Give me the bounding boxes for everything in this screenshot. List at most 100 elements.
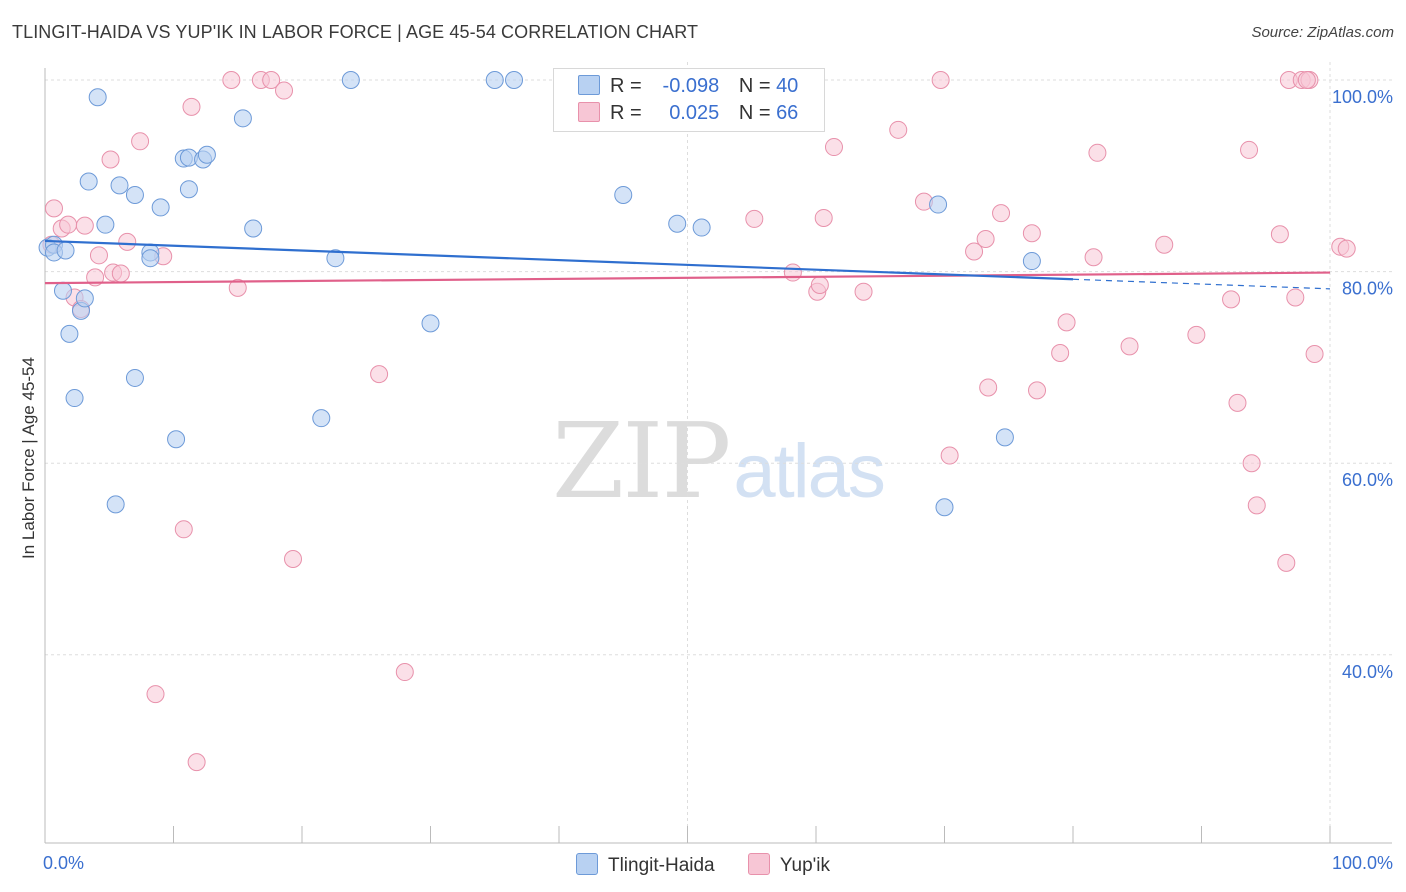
yupik-point (940, 446, 959, 465)
tlingit-haida-trend-extension (1072, 278, 1331, 290)
legend-n-value: 66 (776, 102, 799, 124)
yupik-point (814, 208, 833, 227)
yupik-point (284, 550, 303, 568)
yupik-point (1222, 290, 1241, 309)
legend-n-label: N = (738, 75, 771, 97)
yupik-point (44, 199, 63, 218)
yupik-point (1240, 140, 1259, 159)
tlingit-haida-point (60, 324, 79, 343)
tlingit-haida-point (233, 109, 252, 128)
legend-row-tlingit-haida: R = -0.098 N = 40 (578, 75, 798, 98)
tlingit-haida-point (505, 71, 524, 89)
x-tick-label: 100.0% (1332, 853, 1393, 873)
source-label: Source: ZipAtlas.com (1251, 24, 1394, 41)
tlingit-haida-point (79, 172, 98, 191)
series-legend-label: Tlingit-Haida (607, 855, 715, 876)
tlingit-haida-point (692, 218, 711, 237)
legend-swatch-blue (578, 75, 600, 95)
tlingit-haida-point (1022, 252, 1041, 271)
legend-n-value: 40 (776, 75, 799, 97)
tlingit-haida-point (110, 176, 129, 195)
yupik-point (146, 685, 165, 704)
tlingit-haida-point (421, 314, 440, 333)
tlingit-haida-point (125, 185, 144, 204)
yupik-point (745, 209, 764, 228)
tlingit-haida-point (179, 180, 198, 199)
yupik-point (965, 242, 984, 261)
yupik-point (89, 246, 108, 265)
tlingit-haida-point (106, 495, 125, 514)
yupik-point (1155, 235, 1174, 254)
yupik-point (101, 150, 120, 169)
yupik-point (1305, 344, 1324, 363)
yupik-point (395, 663, 414, 682)
legend-r-value: -0.098 (662, 75, 720, 97)
yupik-point (783, 263, 802, 282)
yupik-point (931, 71, 950, 89)
tlingit-haida-point (151, 198, 170, 217)
legend-r-label: R = (610, 102, 642, 124)
tlingit-haida-point (326, 249, 345, 268)
legend-swatch-pink (578, 102, 600, 122)
series-swatch-blue (575, 853, 598, 875)
yupik-point (1228, 393, 1247, 412)
tlingit-haida-point (312, 409, 331, 428)
series-legend-yupik[interactable]: Yup'ik (747, 853, 831, 877)
yupik-point (1120, 337, 1139, 356)
yupik-point (275, 81, 294, 100)
tlingit-haida-point (88, 88, 107, 107)
tlingit-haida-point (65, 389, 84, 408)
yupik-point (131, 132, 150, 151)
x-tick-label: 0.0% (43, 853, 84, 873)
tlingit-haida-point (56, 241, 75, 260)
watermark-atlas: atlas (733, 429, 886, 514)
y-tick-label: 80.0% (1342, 279, 1393, 299)
tlingit-haida-point (167, 430, 186, 449)
tlingit-haida-trend-line (44, 239, 1074, 281)
tlingit-haida-point (75, 289, 94, 308)
yupik-point (1247, 496, 1266, 515)
tlingit-haida-point (995, 428, 1014, 447)
yupik-point (1084, 248, 1103, 267)
legend-n-label: N = (738, 102, 771, 124)
tlingit-haida-points (38, 71, 1041, 517)
tlingit-haida-point (614, 185, 633, 204)
legend-r-value: 0.025 (669, 102, 720, 124)
tlingit-haida-point (244, 219, 263, 238)
series-legend-tlingit-haida[interactable]: Tlingit-Haida (575, 853, 715, 877)
yupik-point (1051, 344, 1070, 363)
legend-r-label: R = (610, 75, 642, 97)
legend-row-yupik: R = 0.025 N = 66 (578, 102, 798, 125)
yupik-point (824, 138, 843, 157)
series-swatch-pink (747, 853, 770, 875)
tick-labels: 100.0% 80.0% 60.0% 40.0% 0.0% 100.0% In Labor … (19, 87, 1393, 873)
yupik-point (75, 216, 94, 235)
tlingit-haida-point (141, 249, 160, 268)
y-tick-label: 40.0% (1342, 662, 1393, 682)
yupik-point (370, 365, 389, 384)
yupik-point (854, 282, 873, 301)
yupik-point (1297, 71, 1316, 89)
tlingit-haida-point (668, 214, 687, 233)
series-legend-label: Yup'ik (779, 855, 831, 876)
yupik-point (174, 520, 193, 539)
yupik-point (1057, 313, 1076, 332)
yupik-point (59, 215, 78, 234)
yupik-point (992, 204, 1011, 223)
yupik-point (1277, 553, 1296, 572)
yupik-point (810, 276, 829, 295)
yupik-point (976, 230, 995, 249)
yupik-trend-line (44, 271, 1331, 285)
tlingit-haida-point (96, 215, 115, 234)
yupik-point (889, 120, 908, 139)
yupik-point (1022, 224, 1041, 243)
tlingit-haida-point (341, 71, 360, 89)
series-legend: Tlingit-Haida Yup'ik (0, 853, 1406, 877)
yupik-point (1337, 239, 1356, 258)
stats-legend: R = -0.098 N = 40 R = 0.025 N = 66 (553, 68, 825, 132)
yupik-point (1270, 225, 1289, 244)
yupik-point (1242, 454, 1261, 473)
tlingit-haida-point (125, 368, 144, 387)
yupik-point (1028, 381, 1047, 400)
